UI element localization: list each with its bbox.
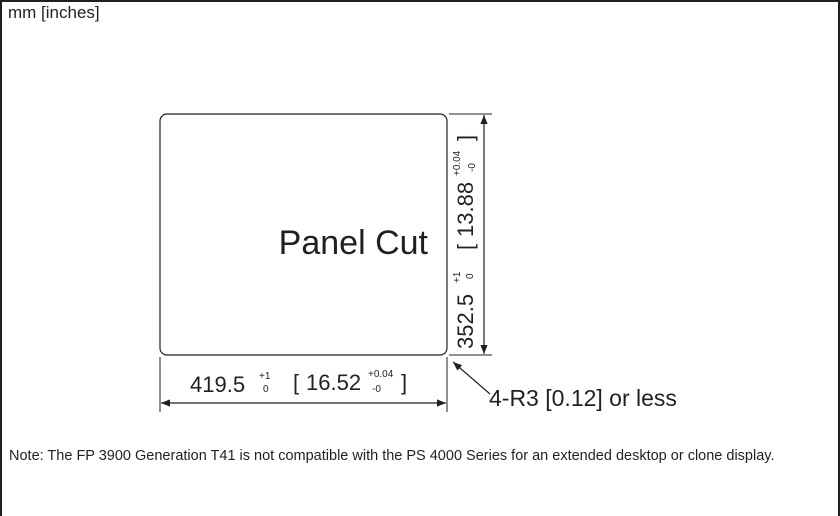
height-dim-inch-tol-lower: -0 <box>467 163 478 172</box>
panel-cut-outline <box>159 113 448 356</box>
width-dim-tol-upper: +1 <box>259 371 271 382</box>
height-dim-tol-lower: 0 <box>465 273 476 279</box>
units-label: mm [inches] <box>8 3 100 22</box>
height-dim-tol-upper: +1 <box>452 271 463 283</box>
width-dim-inch-value: 16.52 <box>306 370 361 395</box>
height-dim-value: 352.5 <box>453 294 478 349</box>
height-dim-inch-tol-upper: +0.04 <box>452 150 463 176</box>
height-dim-inch-value: 13.88 <box>453 182 478 237</box>
width-dim-inch-tol-upper: +0.04 <box>368 369 394 380</box>
width-dim-value: 419.5 <box>190 372 245 397</box>
width-dim-bracket-close: ] <box>401 370 407 395</box>
compatibility-note: Note: The FP 3900 Generation T41 is not … <box>9 448 775 464</box>
width-dim-bracket-open: [ <box>293 370 299 395</box>
width-dim-inch-tol-lower: -0 <box>372 384 381 395</box>
height-dimension-text: 352.5 +1 0 [ 13.88 +0.04 -0 ] <box>452 135 478 349</box>
corner-callout-leader <box>452 361 491 395</box>
corner-callout-label: 4-R3 [0.12] or less <box>489 385 677 411</box>
height-dim-bracket-close: ] <box>453 135 478 141</box>
height-dim-bracket-open: [ <box>453 244 478 250</box>
panel-cut-label: Panel Cut <box>279 224 429 262</box>
width-dim-tol-lower: 0 <box>263 384 269 395</box>
